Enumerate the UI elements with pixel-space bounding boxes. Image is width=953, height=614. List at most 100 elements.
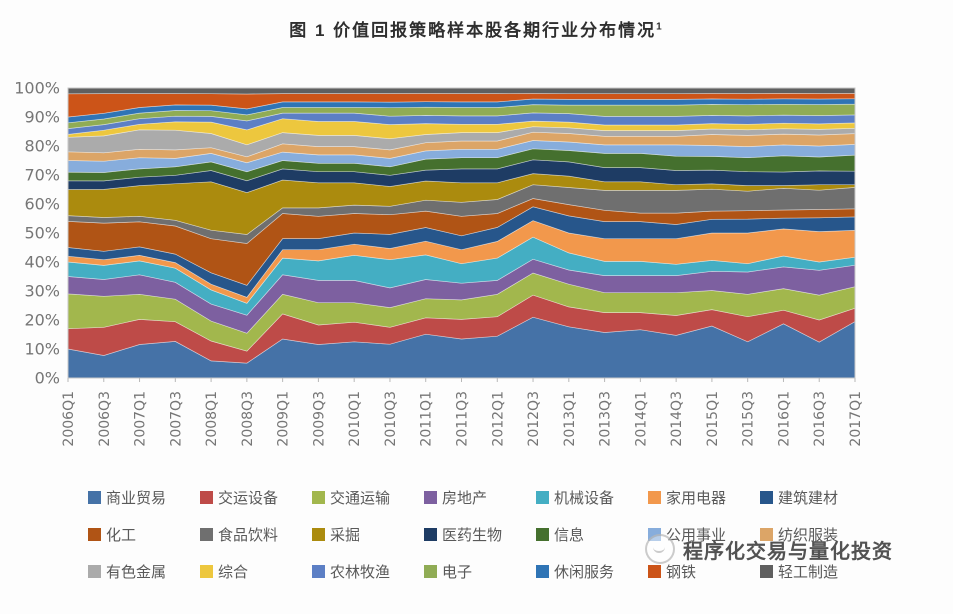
legend-item: 信息 <box>536 519 648 549</box>
legend-item: 轻工制造 <box>760 556 872 586</box>
watermark: 程序化交易与量化投资 <box>645 534 893 564</box>
legend-label: 房地产 <box>442 489 488 507</box>
watermark-text: 程序化交易与量化投资 <box>683 540 893 563</box>
svg-text:2012Q1: 2012Q1 <box>490 391 506 447</box>
svg-text:80%: 80% <box>24 137 60 156</box>
legend-swatch-icon <box>536 527 549 541</box>
svg-text:2014Q1: 2014Q1 <box>633 391 649 447</box>
legend-label: 农林牧渔 <box>330 563 391 581</box>
legend-swatch-icon <box>88 564 101 578</box>
svg-text:50%: 50% <box>24 224 60 243</box>
legend-swatch-icon <box>200 527 213 541</box>
legend-swatch-icon <box>200 490 213 504</box>
legend-item: 交通运输 <box>312 482 424 512</box>
legend-label: 有色金属 <box>106 563 167 581</box>
legend-item: 休闲服务 <box>536 556 648 586</box>
svg-text:2015Q3: 2015Q3 <box>741 391 757 447</box>
legend-swatch-icon <box>200 564 213 578</box>
svg-text:2016Q1: 2016Q1 <box>776 391 792 447</box>
legend-label: 交通运输 <box>330 489 391 507</box>
legend-item: 房地产 <box>424 482 536 512</box>
svg-text:2008Q1: 2008Q1 <box>204 391 220 447</box>
svg-text:70%: 70% <box>24 166 60 185</box>
svg-text:100%: 100% <box>14 79 60 98</box>
legend-item: 机械设备 <box>536 482 648 512</box>
legend-label: 建筑建材 <box>778 489 839 507</box>
legend-item: 钢铁 <box>648 556 760 586</box>
legend-swatch-icon <box>88 527 101 541</box>
svg-text:30%: 30% <box>24 282 60 301</box>
svg-text:2009Q3: 2009Q3 <box>311 391 327 447</box>
legend-swatch-icon <box>312 527 325 541</box>
legend-swatch-icon <box>536 490 549 504</box>
svg-text:2009Q1: 2009Q1 <box>276 391 292 447</box>
legend-label: 电子 <box>442 563 473 581</box>
legend-item: 化工 <box>88 519 200 549</box>
legend: 商业贸易 交运设备 交通运输 房地产 机械设备 家用电器 建筑建材化工 食品饮料 采掘 医药生物 信… <box>88 482 908 586</box>
legend-item: 采掘 <box>312 519 424 549</box>
legend-swatch-icon <box>424 527 437 541</box>
legend-label: 纺织服装 <box>778 526 839 544</box>
legend-swatch-icon <box>312 490 325 504</box>
legend-item: 电子 <box>424 556 536 586</box>
legend-item: 农林牧渔 <box>312 556 424 586</box>
legend-swatch-icon <box>424 490 437 504</box>
svg-text:2014Q3: 2014Q3 <box>669 391 685 447</box>
legend-swatch-icon <box>88 490 101 504</box>
legend-item: 交运设备 <box>200 482 312 512</box>
chart-title-footnote: 1 <box>656 21 664 33</box>
legend-swatch-icon <box>760 490 773 504</box>
legend-label: 钢铁 <box>666 563 697 581</box>
legend-label: 家用电器 <box>666 489 727 507</box>
svg-text:2007Q3: 2007Q3 <box>168 391 184 447</box>
svg-text:60%: 60% <box>24 195 60 214</box>
legend-item: 纺织服装 <box>760 519 872 549</box>
svg-text:0%: 0% <box>35 369 60 388</box>
legend-swatch-icon <box>312 564 325 578</box>
svg-text:2015Q1: 2015Q1 <box>705 391 721 447</box>
legend-swatch-icon <box>648 490 661 504</box>
legend-label: 交运设备 <box>218 489 279 507</box>
legend-swatch-icon <box>760 564 773 578</box>
legend-label: 休闲服务 <box>554 563 615 581</box>
svg-text:2011Q3: 2011Q3 <box>455 391 471 447</box>
svg-text:2006Q1: 2006Q1 <box>61 391 77 447</box>
svg-text:2010Q3: 2010Q3 <box>383 391 399 447</box>
legend-label: 医药生物 <box>442 526 503 544</box>
legend-swatch-icon <box>424 564 437 578</box>
svg-text:2010Q1: 2010Q1 <box>347 391 363 447</box>
legend-item: 综合 <box>200 556 312 586</box>
legend-item: 有色金属 <box>88 556 200 586</box>
legend-item: 家用电器 <box>648 482 760 512</box>
svg-text:2007Q1: 2007Q1 <box>133 391 149 447</box>
svg-text:2016Q3: 2016Q3 <box>812 391 828 447</box>
legend-label: 公用事业 <box>666 526 727 544</box>
legend-label: 商业贸易 <box>106 489 167 507</box>
legend-item: 食品饮料 <box>200 519 312 549</box>
svg-text:2013Q3: 2013Q3 <box>598 391 614 447</box>
svg-text:2017Q1: 2017Q1 <box>848 391 864 447</box>
svg-text:2008Q3: 2008Q3 <box>240 391 256 447</box>
svg-text:2013Q1: 2013Q1 <box>562 391 578 447</box>
legend-label: 采掘 <box>330 526 361 544</box>
legend-label: 轻工制造 <box>778 563 839 581</box>
svg-text:10%: 10% <box>24 340 60 359</box>
svg-text:20%: 20% <box>24 311 60 330</box>
legend-label: 机械设备 <box>554 489 615 507</box>
svg-text:90%: 90% <box>24 108 60 127</box>
legend-item: 医药生物 <box>424 519 536 549</box>
legend-label: 化工 <box>106 526 137 544</box>
chart-title: 图 1 价值回报策略样本股各期行业分布情况1 <box>0 16 953 41</box>
legend-item: 商业贸易 <box>88 482 200 512</box>
chart-title-text: 图 1 价值回报策略样本股各期行业分布情况 <box>289 21 657 40</box>
svg-text:2011Q1: 2011Q1 <box>419 391 435 447</box>
legend-swatch-icon <box>760 527 773 541</box>
svg-text:2006Q3: 2006Q3 <box>97 391 113 447</box>
watermark-logo-icon <box>645 534 675 564</box>
legend-swatch-icon <box>536 564 549 578</box>
legend-label: 综合 <box>218 563 249 581</box>
legend-label: 信息 <box>554 526 585 544</box>
svg-text:40%: 40% <box>24 253 60 272</box>
